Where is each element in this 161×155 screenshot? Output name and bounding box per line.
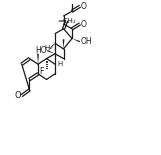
Text: =CH₂: =CH₂ bbox=[57, 18, 76, 24]
Polygon shape bbox=[63, 39, 64, 49]
Text: O: O bbox=[81, 2, 87, 11]
Text: F: F bbox=[39, 67, 43, 76]
Text: O: O bbox=[14, 91, 21, 100]
Text: H: H bbox=[57, 61, 62, 67]
Text: O: O bbox=[81, 20, 87, 29]
Text: HO: HO bbox=[35, 46, 47, 55]
Text: H: H bbox=[45, 45, 50, 51]
Text: OH: OH bbox=[81, 37, 92, 46]
Polygon shape bbox=[72, 38, 80, 42]
Polygon shape bbox=[47, 50, 55, 54]
Polygon shape bbox=[37, 54, 39, 64]
